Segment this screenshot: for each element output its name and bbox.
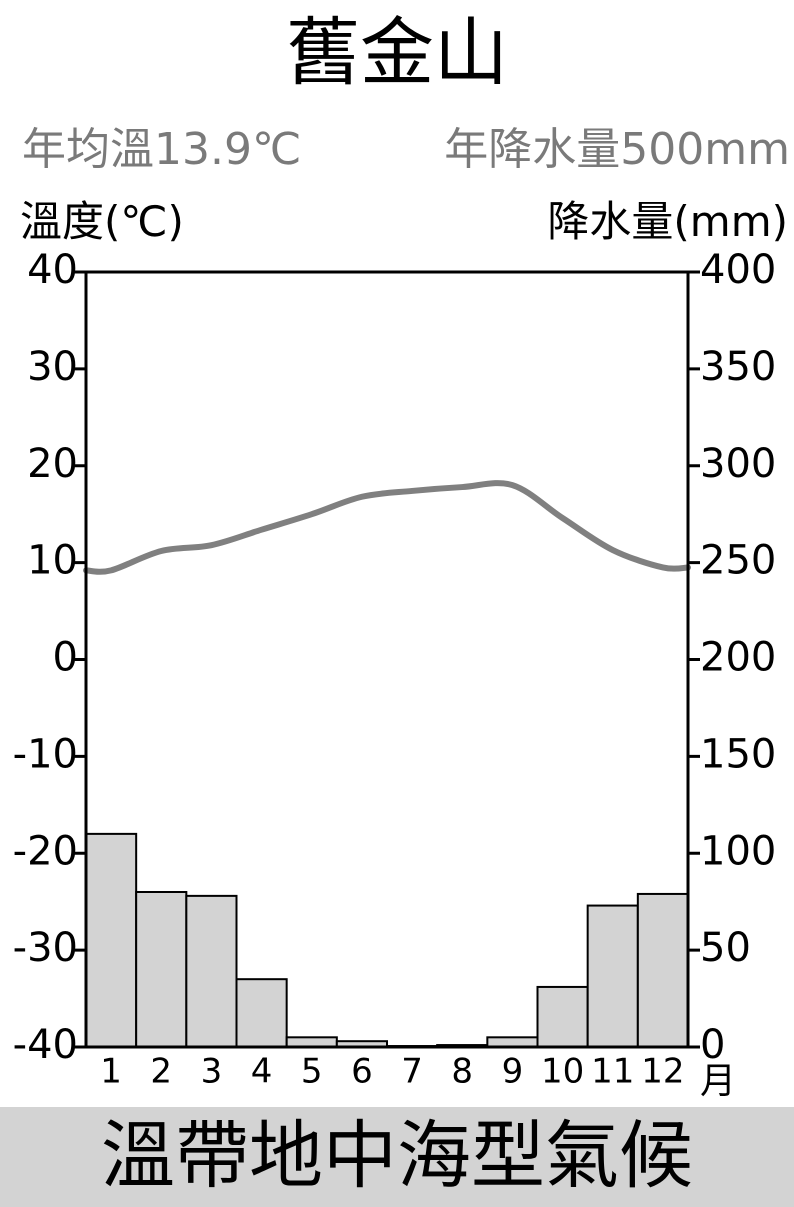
left-axis-tick-label: 20	[27, 441, 78, 487]
x-axis: 1 2 3 4 5 6 7 8 9 10 11 12	[100, 1052, 684, 1092]
x-axis-tick-label: 7	[401, 1052, 423, 1092]
right-axis: 400 350 300 250 200 150 100 50 0	[688, 247, 776, 1068]
precipitation-bars	[85, 832, 689, 1048]
annual-mean-temperature: 年均溫13.9℃	[22, 124, 302, 175]
x-axis-unit-label: 月	[700, 1061, 736, 1100]
chart-title: 舊金山	[286, 10, 508, 96]
annual-precipitation: 年降水量500mm	[444, 124, 790, 175]
precipitation-bar	[135, 891, 188, 1048]
left-axis-tick-label: 40	[27, 247, 78, 293]
right-axis-tick-label: 50	[700, 925, 751, 971]
x-axis-tick-label: 8	[451, 1052, 473, 1092]
left-axis-tick-label: 10	[27, 538, 78, 584]
left-axis-tick-label: -10	[13, 731, 78, 777]
precipitation-bar	[85, 832, 138, 1048]
x-axis-tick-label: 3	[201, 1052, 223, 1092]
x-axis-tick-label: 12	[641, 1052, 684, 1092]
climate-type-label: 溫帶地中海型氣候	[101, 1113, 693, 1199]
right-axis-tick-label: 400	[700, 247, 776, 293]
x-axis-tick-label: 9	[502, 1052, 524, 1092]
right-axis-tick-label: 300	[700, 441, 776, 487]
right-axis-tick-label: 200	[700, 635, 776, 681]
right-axis-tick-label: 100	[700, 828, 776, 874]
precipitation-bar	[235, 978, 288, 1048]
x-axis-tick-label: 6	[351, 1052, 373, 1092]
x-axis-tick-label: 1	[100, 1052, 122, 1092]
left-axis-tick-label: 30	[27, 344, 78, 390]
right-axis-tick-label: 0	[700, 1022, 725, 1068]
left-axis-tick-label: -20	[13, 828, 78, 874]
left-axis-tick-label: -40	[13, 1022, 78, 1068]
x-axis-tick-label: 11	[591, 1052, 634, 1092]
climate-type-band: 溫帶地中海型氣候	[0, 1107, 794, 1207]
left-axis-tick-label: -30	[13, 925, 78, 971]
x-axis-tick-label: 5	[301, 1052, 323, 1092]
x-axis-tick-label: 4	[251, 1052, 273, 1092]
left-axis-tick-label: 0	[53, 635, 78, 681]
x-axis-tick-label: 10	[541, 1052, 584, 1092]
precipitation-bar	[185, 894, 238, 1048]
y-axis-label-precipitation: 降水量(mm)	[547, 197, 788, 246]
precipitation-bar	[636, 892, 689, 1048]
right-axis-tick-label: 150	[700, 731, 776, 777]
right-axis-tick-label: 350	[700, 344, 776, 390]
left-axis: 40 30 20 10 0 -10 -20 -30 -40	[13, 247, 86, 1068]
right-axis-tick-label: 250	[700, 538, 776, 584]
y-axis-label-temperature: 溫度(℃)	[20, 197, 184, 246]
temperature-line	[83, 480, 691, 575]
x-axis-tick-label: 2	[150, 1052, 172, 1092]
precipitation-bar	[586, 904, 639, 1048]
precipitation-bar	[536, 985, 589, 1048]
